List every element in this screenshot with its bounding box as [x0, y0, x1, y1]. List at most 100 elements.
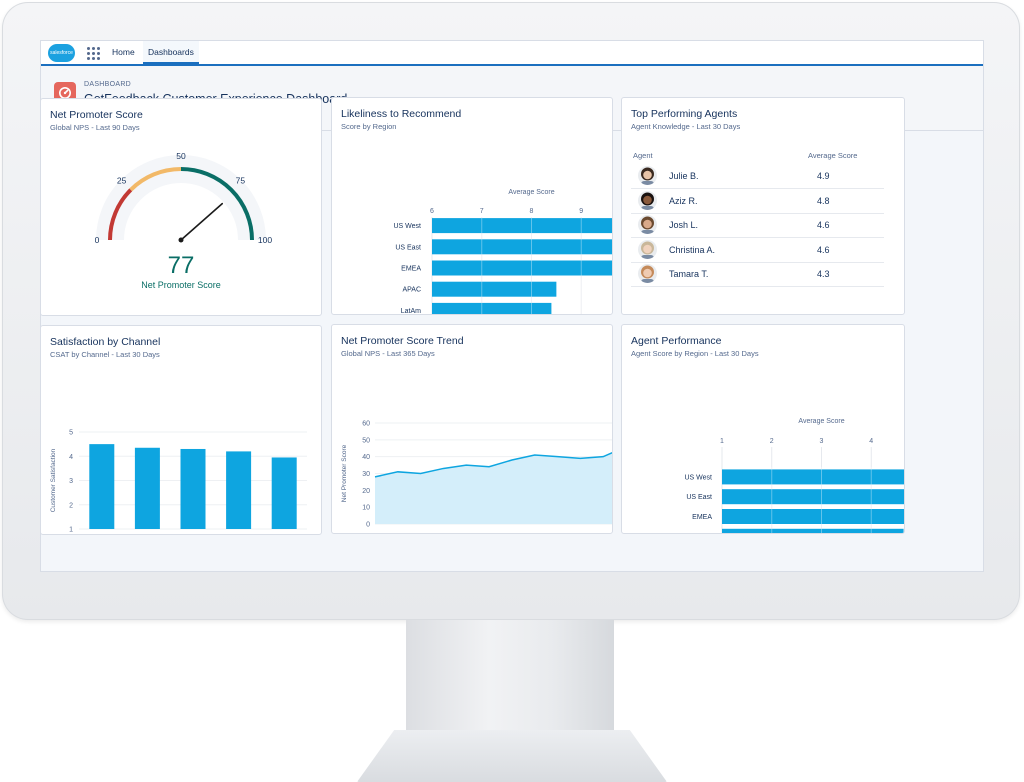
category-label: APAC	[402, 287, 421, 294]
x-tick-label: 2	[770, 438, 774, 445]
y-tick-label: 40	[362, 454, 370, 461]
agent-score: 4.8	[817, 195, 830, 206]
x-axis-title: Average Score	[798, 418, 844, 425]
agent-column-header: Agent	[633, 151, 653, 160]
card-title: Likeliness to Recommend	[341, 108, 462, 120]
agent-name: Tamara T.	[669, 269, 709, 279]
bar	[89, 444, 115, 529]
card-title: Net Promoter Score	[50, 109, 143, 121]
y-tick-label: 50	[362, 437, 370, 444]
x-axis-title: Average Score	[508, 189, 554, 196]
y-tick-label: 1	[69, 527, 73, 534]
agent-name: Josh L.	[669, 220, 699, 230]
card-title: Agent Performance	[631, 335, 722, 347]
nps-gauge-card[interactable]: Net Promoter Score Global NPS - Last 90 …	[40, 98, 322, 316]
agent-row[interactable]: Christina A. 4.6	[631, 238, 884, 263]
y-axis-title: Net Promoter Score	[341, 444, 348, 502]
tab-home[interactable]: Home	[112, 47, 135, 57]
gauge-band-1	[129, 167, 182, 192]
top-agents-card[interactable]: Top Performing Agents Agent Knowledge - …	[621, 97, 905, 315]
bar	[432, 239, 612, 255]
y-tick-label: 0	[366, 522, 370, 529]
category-label: US East	[395, 244, 421, 251]
y-tick-label: 60	[362, 421, 370, 428]
bar	[722, 528, 904, 533]
gauge-needle	[180, 202, 224, 241]
agent-row[interactable]: Julie B. 4.9	[631, 164, 884, 189]
agent-name: Aziz R.	[669, 195, 698, 206]
gauge-tick-label: 100	[258, 235, 272, 245]
y-tick-label: 4	[69, 454, 73, 461]
nps-trend-card[interactable]: Net Promoter Score Trend Global NPS - La…	[331, 324, 613, 534]
satisfaction-card[interactable]: Satisfaction by Channel CSAT by Channel …	[40, 325, 322, 535]
bar	[180, 448, 206, 529]
y-tick-label: 20	[362, 488, 370, 495]
likeliness-card[interactable]: Likeliness to Recommend Score by Region …	[331, 97, 613, 315]
gauge-band-2	[180, 167, 254, 241]
x-tick-label: 8	[530, 208, 534, 215]
category-label: EMEA	[401, 266, 421, 273]
agent-row[interactable]: Josh L. 4.6	[631, 213, 884, 238]
bar	[722, 509, 904, 524]
category-label: US West	[394, 223, 422, 230]
satisfaction-chart: Customer Satisfaction12345PhoneChatEmail…	[50, 430, 307, 534]
series-line	[374, 451, 612, 478]
card-subtitle: CSAT by Channel - Last 30 Days	[50, 350, 160, 359]
y-tick-label: 3	[69, 478, 73, 485]
x-tick-label: 1	[720, 438, 724, 445]
bar	[432, 302, 552, 314]
card-subtitle: Global NPS - Last 365 Days	[341, 349, 435, 358]
agent-score: 4.6	[817, 244, 830, 255]
category-label: EMEA	[692, 514, 712, 521]
x-tick-label: 9	[579, 208, 583, 215]
salesforce-logo[interactable]: salesforce	[48, 44, 75, 62]
agent-name: Christina A.	[669, 244, 716, 255]
card-subtitle: Agent Knowledge - Last 30 Days	[631, 122, 741, 131]
avatar	[638, 215, 657, 234]
gauge-needle-hub	[178, 237, 184, 243]
nps-value: 77	[167, 252, 195, 279]
card-subtitle: Score by Region	[341, 122, 397, 131]
x-tick-label: 3	[820, 438, 824, 445]
monitor-stand-base	[357, 730, 667, 782]
avatar	[638, 190, 657, 210]
y-tick-label: 5	[69, 430, 73, 437]
category-label: US West	[685, 474, 713, 481]
score-column-header: Average Score	[808, 151, 858, 160]
trend-chart: Net Promoter Score0102030405060Q1Q2Q3Q4	[341, 421, 612, 529]
card-title: Top Performing Agents	[631, 108, 738, 120]
gauge-tick-label: 50	[176, 151, 186, 161]
agent-score: 4.9	[817, 171, 830, 181]
bar	[722, 469, 904, 485]
agent-row[interactable]: Aziz R. 4.8	[631, 189, 884, 214]
gauge-tick-label: 75	[236, 176, 246, 186]
y-tick-label: 2	[69, 502, 73, 509]
x-tick-label: 6	[430, 208, 434, 215]
card-subtitle: Agent Score by Region - Last 30 Days	[631, 349, 759, 358]
avatar	[638, 166, 657, 185]
avatar	[638, 239, 657, 259]
gauge-tick-label: 0	[95, 235, 100, 245]
global-nav: salesforce Home Dashboards	[41, 41, 983, 66]
agent-score: 4.3	[817, 269, 830, 279]
card-title: Net Promoter Score Trend	[341, 335, 464, 347]
tab-dashboards[interactable]: Dashboards	[143, 41, 199, 64]
y-tick-label: 30	[362, 471, 370, 478]
y-axis-title: Customer Satisfaction	[50, 448, 57, 512]
app-launcher-icon[interactable]	[87, 47, 100, 60]
bar	[432, 281, 557, 297]
gauge-track	[96, 155, 266, 241]
monitor-stand-neck	[406, 620, 614, 740]
avatar	[638, 264, 657, 283]
bar	[432, 260, 612, 276]
bar	[226, 451, 252, 529]
agent-performance-card[interactable]: Agent Performance Agent Score by Region …	[621, 324, 905, 534]
agent-row[interactable]: Tamara T. 4.3	[631, 262, 884, 287]
nps-caption: Net Promoter Score	[141, 280, 221, 290]
category-label: US East	[686, 494, 712, 501]
bar	[722, 489, 904, 505]
category-label: LatAm	[401, 308, 421, 315]
card-title: Satisfaction by Channel	[50, 336, 161, 348]
gauge-band-0	[108, 188, 133, 241]
